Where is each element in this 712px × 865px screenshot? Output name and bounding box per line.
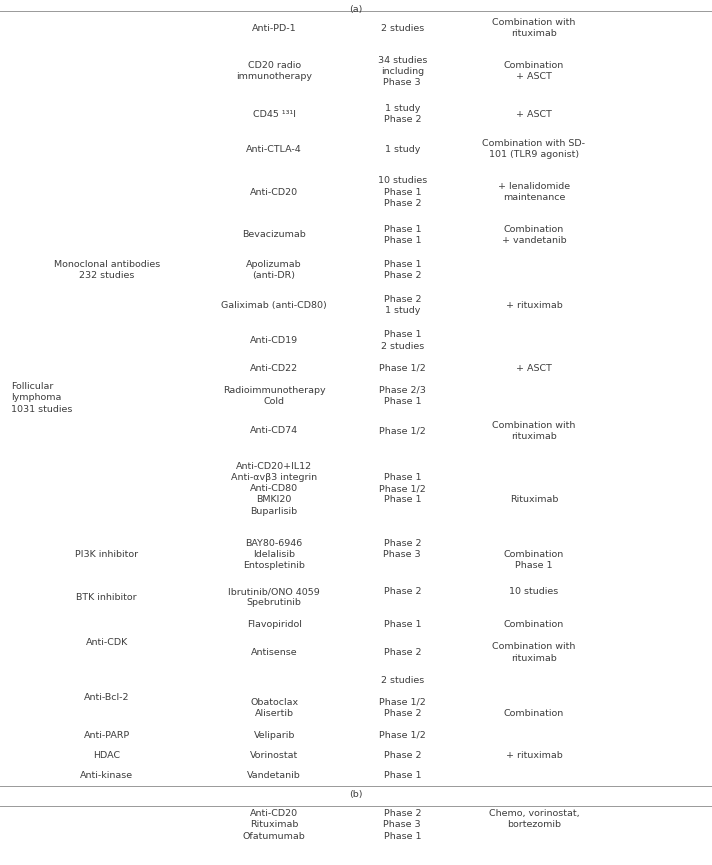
Text: Antisense: Antisense — [251, 648, 298, 657]
Text: Anti-CD20: Anti-CD20 — [250, 188, 298, 196]
Text: 1 study
Phase 2: 1 study Phase 2 — [384, 104, 421, 124]
Text: Anti-PD-1: Anti-PD-1 — [252, 24, 296, 33]
Text: Phase 1
Phase 1: Phase 1 Phase 1 — [384, 225, 421, 245]
Text: Anti-CTLA-4: Anti-CTLA-4 — [246, 144, 302, 154]
Text: Phase 2: Phase 2 — [384, 587, 421, 607]
Text: 1 study: 1 study — [384, 144, 420, 154]
Text: Combination with
rituximab: Combination with rituximab — [492, 18, 576, 38]
Text: BAY80-6946
Idelalisib
Entospletinib: BAY80-6946 Idelalisib Entospletinib — [244, 539, 305, 570]
Text: Combination: Combination — [504, 620, 564, 630]
Text: 10 studies
Phase 1
Phase 2: 10 studies Phase 1 Phase 2 — [377, 176, 427, 208]
Text: (b): (b) — [350, 791, 362, 799]
Text: Anti-kinase: Anti-kinase — [80, 771, 133, 779]
Text: PI3K inhibitor: PI3K inhibitor — [75, 550, 138, 559]
Text: Bevacizumab: Bevacizumab — [242, 230, 306, 240]
Text: Anti-CD74: Anti-CD74 — [250, 426, 298, 435]
Text: + ASCT: + ASCT — [516, 110, 552, 119]
Text: Combination with SD-
101 (TLR9 agonist): Combination with SD- 101 (TLR9 agonist) — [483, 139, 585, 159]
Text: HDAC: HDAC — [93, 751, 120, 759]
Text: Phase 1/2: Phase 1/2 — [379, 731, 426, 740]
Text: Vandetanib: Vandetanib — [247, 771, 301, 779]
Text: Combination: Combination — [504, 697, 564, 718]
Text: Chemo, vorinostat,
bortezomib: Chemo, vorinostat, bortezomib — [488, 809, 580, 829]
Text: Phase 2
Phase 3: Phase 2 Phase 3 — [384, 809, 421, 829]
Text: Ofatumumab: Ofatumumab — [243, 832, 305, 842]
Text: Phase 2: Phase 2 — [384, 751, 421, 759]
Text: CD45 ¹³¹I: CD45 ¹³¹I — [253, 110, 295, 119]
Text: Monoclonal antibodies
232 studies: Monoclonal antibodies 232 studies — [53, 260, 160, 280]
Text: Vorinostat: Vorinostat — [250, 751, 298, 759]
Text: Combination with
rituximab: Combination with rituximab — [492, 420, 576, 441]
Text: Combination
+ vandetanib: Combination + vandetanib — [502, 225, 566, 245]
Text: Phase 2/3
Phase 1: Phase 2/3 Phase 1 — [379, 386, 426, 406]
Text: Follicular
lymphoma
1031 studies: Follicular lymphoma 1031 studies — [11, 382, 72, 413]
Text: Phase 1/2: Phase 1/2 — [379, 363, 426, 373]
Text: Phase 1: Phase 1 — [384, 771, 421, 779]
Text: Veliparib: Veliparib — [253, 731, 295, 740]
Text: Combination
Phase 1: Combination Phase 1 — [504, 539, 564, 570]
Text: + lenalidomide
maintenance: + lenalidomide maintenance — [498, 182, 570, 202]
Text: CD20 radio
immunotherapy: CD20 radio immunotherapy — [236, 61, 312, 81]
Text: Phase 2
Phase 3: Phase 2 Phase 3 — [384, 539, 421, 570]
Text: Anti-Bcl-2: Anti-Bcl-2 — [84, 693, 130, 702]
Text: Phase 1: Phase 1 — [384, 620, 421, 630]
Text: Phase 1
2 studies: Phase 1 2 studies — [381, 330, 424, 350]
Text: Radioimmunotherapy
Cold: Radioimmunotherapy Cold — [223, 386, 325, 406]
Text: Phase 1
Phase 1/2
Phase 1: Phase 1 Phase 1/2 Phase 1 — [379, 462, 426, 516]
Text: Galiximab (anti-CD80): Galiximab (anti-CD80) — [221, 301, 327, 310]
Text: Phase 1/2
Phase 2: Phase 1/2 Phase 2 — [379, 697, 426, 718]
Text: Ibrutinib/ONO 4059
Spebrutinib: Ibrutinib/ONO 4059 Spebrutinib — [229, 587, 320, 607]
Text: Phase 2
1 study: Phase 2 1 study — [384, 295, 421, 316]
Text: 2 studies: 2 studies — [381, 676, 424, 684]
Text: Combination with
rituximab: Combination with rituximab — [492, 643, 576, 663]
Text: 34 studies
including
Phase 3: 34 studies including Phase 3 — [377, 55, 427, 86]
Text: Phase 1/2: Phase 1/2 — [379, 426, 426, 435]
Text: Apolizumab
(anti-DR): Apolizumab (anti-DR) — [246, 260, 302, 280]
Text: Phase 1
Phase 2: Phase 1 Phase 2 — [384, 260, 421, 280]
Text: Anti-CDK: Anti-CDK — [85, 638, 128, 647]
Text: + ASCT: + ASCT — [516, 363, 552, 373]
Text: Flavopiridol: Flavopiridol — [246, 620, 302, 630]
Text: Phase 1: Phase 1 — [384, 832, 421, 842]
Text: Anti-CD20+IL12
Anti-αvβ3 integrin
Anti-CD80
BMKI20
Buparlisib: Anti-CD20+IL12 Anti-αvβ3 integrin Anti-C… — [231, 462, 317, 516]
Text: Anti-CD19: Anti-CD19 — [250, 336, 298, 345]
Text: Obatoclax
Alisertib: Obatoclax Alisertib — [250, 697, 298, 718]
Text: Anti-CD20
Rituximab: Anti-CD20 Rituximab — [250, 809, 298, 829]
Text: Rituximab: Rituximab — [510, 462, 558, 516]
Text: Combination
+ ASCT: Combination + ASCT — [504, 61, 564, 81]
Text: Anti-PARP: Anti-PARP — [84, 731, 130, 740]
Text: 10 studies: 10 studies — [509, 587, 559, 607]
Text: BTK inhibitor: BTK inhibitor — [76, 593, 137, 602]
Text: Anti-CD22: Anti-CD22 — [250, 363, 298, 373]
Text: (a): (a) — [350, 5, 362, 14]
Text: + rituximab: + rituximab — [506, 301, 562, 310]
Text: 2 studies: 2 studies — [381, 24, 424, 33]
Text: + rituximab: + rituximab — [506, 751, 562, 759]
Text: Phase 2: Phase 2 — [384, 648, 421, 657]
